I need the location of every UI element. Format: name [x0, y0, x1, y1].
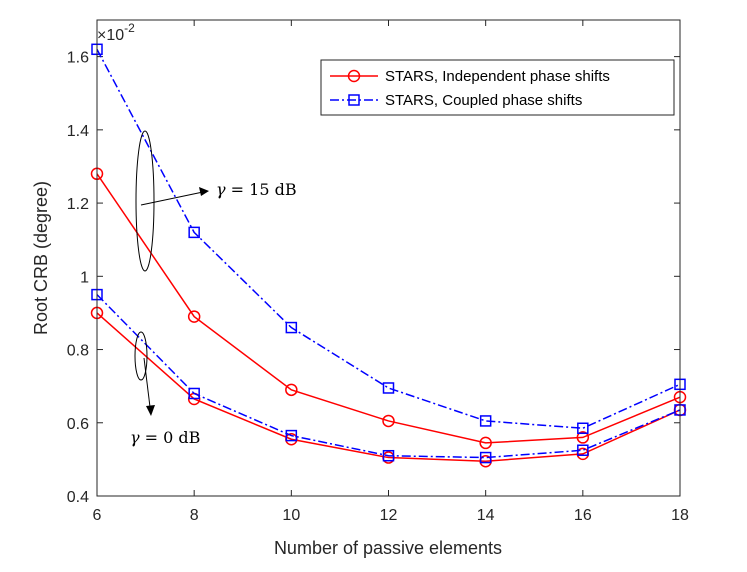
- y-tick-label: 1: [80, 269, 89, 286]
- x-tick-label: 8: [190, 507, 199, 524]
- data-point: [382, 382, 395, 394]
- x-tick-label: 12: [380, 507, 398, 524]
- y-exponent-base: ×10: [97, 27, 124, 44]
- y-tick-label: 0.4: [67, 489, 89, 506]
- legend-marker-coupled: [348, 94, 360, 106]
- annotation-label-15db: γ = 15 dB: [216, 180, 297, 199]
- annotation-arrowhead-0db: [146, 405, 155, 416]
- data-point: [479, 415, 492, 427]
- series-line: [96, 294, 681, 459]
- data-point: [479, 451, 492, 464]
- legend: STARS, Independent phase shifts STARS, C…: [320, 59, 675, 116]
- data-point: [576, 431, 590, 444]
- y-exponent-power: -2: [124, 21, 135, 35]
- data-point: [382, 414, 395, 428]
- series-line: [96, 173, 681, 444]
- annotation-rest-15db: = 15 dB: [226, 180, 297, 199]
- y-tick-label: 0.6: [67, 416, 89, 433]
- x-tick-label: 18: [671, 507, 689, 524]
- annotation-rest-0db: = 0 dB: [140, 428, 201, 447]
- x-tick-label: 14: [477, 507, 495, 524]
- data-point: [285, 429, 298, 442]
- annotation-ellipse-0db: [134, 331, 148, 381]
- y-tick-label: 1.2: [67, 196, 89, 213]
- annotation-ellipse-15db: [135, 130, 155, 272]
- annotation-arrow-15db: [140, 191, 204, 206]
- y-axis-label: Root CRB (degree): [31, 181, 51, 335]
- x-axis-label: Number of passive elements: [274, 538, 502, 558]
- legend-entry-independent: STARS, Independent phase shifts: [330, 68, 610, 85]
- annotation-gamma-15db: γ: [216, 180, 226, 199]
- data-point: [285, 383, 298, 397]
- data-point: [479, 436, 492, 450]
- annotation-arrow-0db: [143, 357, 151, 408]
- annotation-arrowhead-15db: [199, 187, 209, 196]
- data-point: [188, 226, 200, 239]
- data-point: [285, 321, 298, 334]
- legend-label-coupled: STARS, Coupled phase shifts: [385, 92, 582, 109]
- data-point: [187, 310, 201, 323]
- annotation-gamma-0db: γ: [130, 428, 140, 447]
- y-exponent-label: ×10-2: [97, 21, 135, 44]
- y-tick-label: 1.6: [67, 50, 89, 67]
- data-point: [577, 444, 589, 456]
- data-point: [577, 422, 589, 435]
- data-point: [382, 449, 395, 462]
- data-point: [188, 387, 200, 400]
- legend-entry-coupled: STARS, Coupled phase shifts: [330, 92, 582, 109]
- series-3: [91, 288, 686, 464]
- legend-box: [320, 59, 675, 116]
- annotation-label-0db: γ = 0 dB: [130, 428, 200, 447]
- series-line: [96, 48, 681, 430]
- x-tick-label: 16: [574, 507, 592, 524]
- y-tick-label: 0.8: [67, 343, 89, 360]
- x-tick-label: 10: [282, 507, 300, 524]
- legend-label-independent: STARS, Independent phase shifts: [385, 68, 610, 85]
- plot-frame: [96, 19, 681, 497]
- y-tick-label: 1.4: [67, 123, 89, 140]
- x-tick-label: 6: [93, 507, 102, 524]
- legend-marker-independent: [347, 69, 361, 83]
